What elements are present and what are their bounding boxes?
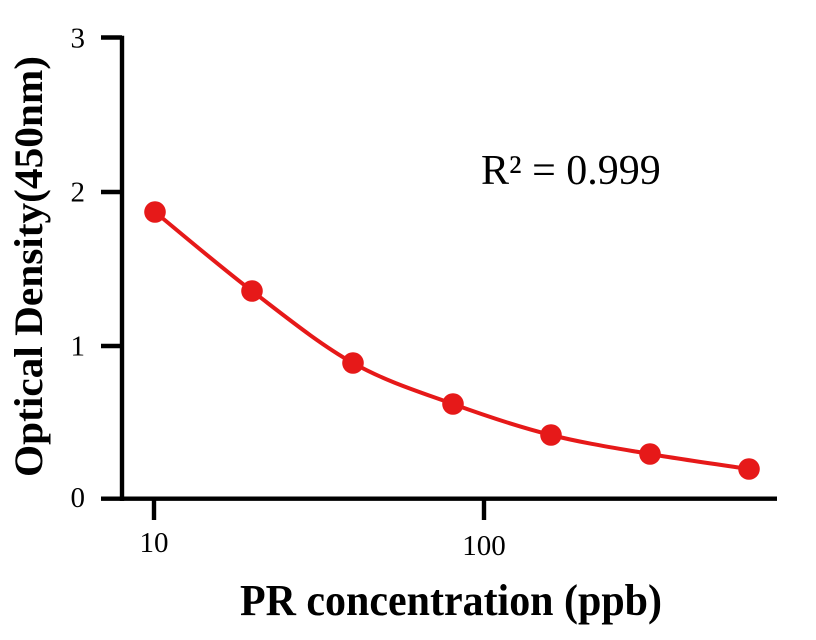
svg-text:PR concentration (ppb): PR concentration (ppb) <box>240 576 662 625</box>
svg-text:100: 100 <box>462 530 506 562</box>
svg-text:R² = 0.999: R² = 0.999 <box>481 148 661 194</box>
svg-text:Optical Density(450nm): Optical Density(450nm) <box>6 56 51 477</box>
svg-text:2: 2 <box>71 177 86 209</box>
svg-text:1: 1 <box>71 331 86 363</box>
svg-text:10: 10 <box>140 527 169 559</box>
svg-text:3: 3 <box>71 23 86 55</box>
svg-text:0: 0 <box>71 482 86 514</box>
